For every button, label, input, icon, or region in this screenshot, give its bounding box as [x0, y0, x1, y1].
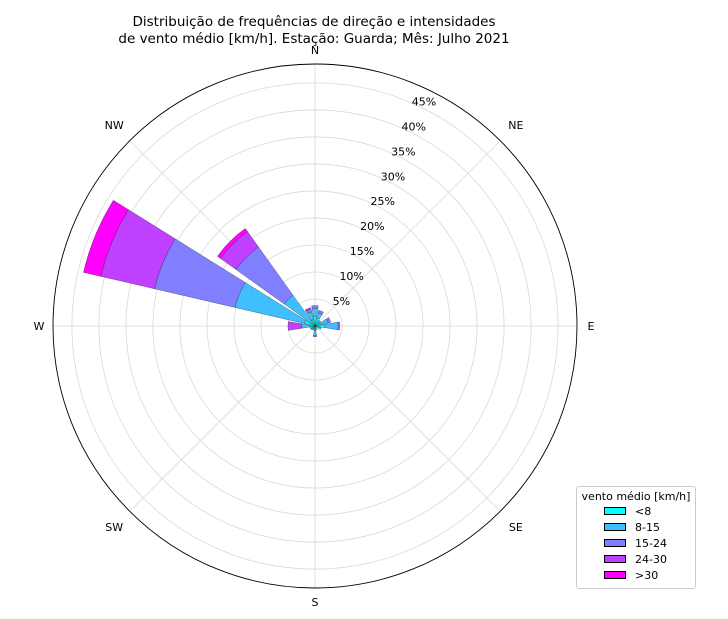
legend-item: 15-24 — [604, 535, 695, 551]
bar-segment-S — [313, 335, 317, 337]
direction-label-W: W — [34, 320, 45, 333]
radial-tick-label: 5% — [333, 295, 350, 308]
bar-segment-NNE — [317, 310, 324, 315]
legend-swatch — [604, 507, 626, 515]
chart-title-line-2: de vento médio [km/h]. Estação: Guarda; … — [118, 31, 510, 47]
direction-label-NE: NE — [508, 119, 523, 132]
bar-segment-SSW — [312, 328, 315, 331]
legend-item: 24-30 — [604, 551, 695, 567]
radial-tick-label: 40% — [401, 120, 425, 133]
bar-segment-SW — [310, 327, 314, 331]
bar-segment-NE — [317, 320, 321, 324]
chart-title-line-1: Distribuição de frequências de direção e… — [132, 14, 496, 30]
polar-frame — [52, 63, 578, 589]
bar-segment-WNW — [83, 200, 129, 277]
legend-item: 8-15 — [604, 519, 695, 535]
direction-label-N: N — [311, 44, 319, 57]
bar-segment-N — [311, 308, 319, 317]
bar-segment-N — [311, 305, 319, 309]
radial-tick-label: 10% — [339, 270, 363, 283]
legend-label: <8 — [635, 504, 652, 518]
bar-segment-ESE — [318, 326, 322, 330]
legend-label: 8-15 — [635, 520, 660, 534]
legend-swatch — [604, 555, 626, 563]
legend-label: >30 — [635, 568, 659, 582]
legend-swatch — [604, 523, 626, 531]
legend-label: 24-30 — [635, 552, 667, 566]
radial-tick-label: 30% — [381, 170, 405, 183]
legend-title: vento médio [km/h] — [581, 490, 691, 503]
chart-title: Distribuição de frequências de direção e… — [0, 14, 628, 48]
grid-spoke — [314, 325, 501, 512]
direction-label-SW: SW — [105, 521, 123, 534]
direction-label-SE: SE — [509, 521, 523, 534]
grid-spoke — [129, 325, 316, 512]
legend-item: >30 — [604, 567, 695, 583]
bar-segment-S — [313, 330, 317, 336]
legend-label: 15-24 — [635, 536, 667, 550]
legend: vento médio [km/h] <8 8-15 15-24 24-30 >30 — [576, 486, 696, 589]
radial-tick-label: 20% — [360, 220, 384, 233]
bar-segment-SSE — [315, 328, 318, 331]
radial-tick-label: 35% — [391, 145, 415, 158]
bar-segment-NNW — [304, 307, 312, 312]
direction-label-NW: NW — [105, 119, 124, 132]
bar-segment-WSW — [309, 326, 313, 330]
legend-item: <8 — [604, 503, 695, 519]
grid-spoke — [314, 140, 501, 327]
bar-segment-E — [337, 321, 340, 331]
radial-tick-label: 15% — [350, 245, 374, 258]
direction-label-S: S — [312, 596, 319, 609]
legend-swatch — [604, 539, 626, 547]
bar-segment-ENE — [326, 317, 331, 324]
direction-label-E: E — [588, 320, 595, 333]
legend-items: <8 8-15 15-24 24-30 >30 — [577, 503, 695, 583]
legend-swatch — [604, 571, 626, 579]
bar-segment-NW — [217, 228, 248, 259]
radial-tick-label: 25% — [370, 195, 394, 208]
radial-tick-label: 45% — [412, 95, 436, 108]
bar-segment-W — [287, 321, 302, 331]
